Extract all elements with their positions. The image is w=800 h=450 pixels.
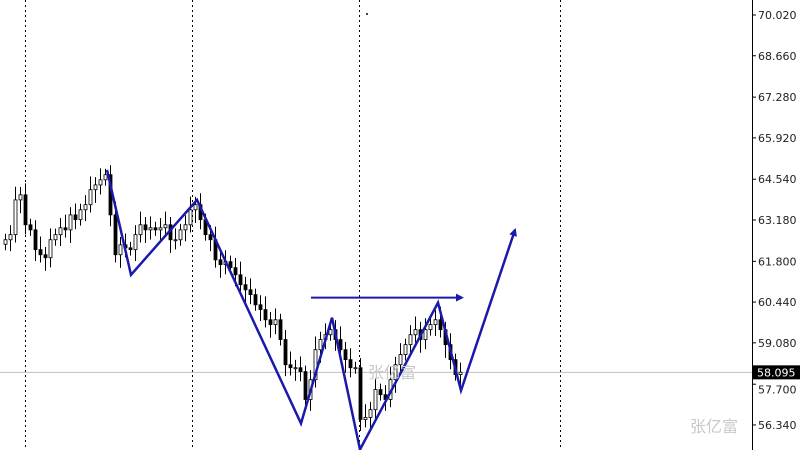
candle-bear bbox=[28, 224, 33, 231]
candle-bull bbox=[148, 227, 153, 231]
candle-bull bbox=[368, 409, 373, 418]
tiny-dot bbox=[366, 13, 368, 15]
candle-bull bbox=[118, 244, 123, 256]
candle-bull bbox=[293, 367, 298, 370]
candle-bull bbox=[158, 227, 163, 231]
candle-bull bbox=[53, 234, 58, 241]
candle-bull bbox=[458, 371, 463, 376]
candle-bull bbox=[188, 209, 193, 226]
watermark-center: 张亿富 bbox=[368, 363, 416, 382]
candle-bull bbox=[93, 184, 98, 191]
grid-lines bbox=[25, 0, 561, 450]
candle-bear bbox=[253, 294, 258, 306]
candle-bear bbox=[298, 367, 303, 373]
candle-bull bbox=[173, 239, 178, 242]
candle-bear bbox=[73, 214, 78, 221]
candle-bull bbox=[98, 179, 103, 186]
candle-bear bbox=[33, 229, 38, 251]
annotations bbox=[105, 169, 517, 450]
candle-bull bbox=[393, 364, 398, 381]
candle-bull bbox=[13, 199, 18, 236]
candle-bull bbox=[58, 227, 63, 236]
candle-bear bbox=[38, 249, 43, 256]
candle-bear bbox=[243, 284, 248, 291]
zigzag-line bbox=[105, 169, 517, 450]
candle-bull bbox=[363, 417, 368, 420]
candle-bear bbox=[278, 319, 283, 340]
candle-bull bbox=[353, 367, 358, 370]
candle-bear bbox=[258, 304, 263, 310]
candle-bull bbox=[183, 224, 188, 231]
candle-bull bbox=[423, 329, 428, 340]
candle-bear bbox=[283, 339, 288, 366]
tick-label: 56.340 bbox=[758, 419, 797, 432]
candle-bull bbox=[273, 319, 278, 325]
candle-bull bbox=[133, 234, 138, 251]
candle-bear bbox=[113, 214, 118, 256]
candle-bear bbox=[23, 194, 28, 226]
candle-bull bbox=[138, 224, 143, 236]
candle-bull bbox=[428, 324, 433, 331]
candle-bear bbox=[228, 261, 233, 269]
candle-bull bbox=[88, 189, 93, 206]
candle-bull bbox=[103, 174, 108, 181]
candle-bear bbox=[218, 259, 223, 266]
candle-bull bbox=[433, 319, 438, 325]
candle-bear bbox=[143, 224, 148, 231]
candle-bear bbox=[438, 319, 443, 331]
tick-label: 59.080 bbox=[758, 337, 797, 350]
tick-label: 70.020 bbox=[758, 9, 797, 22]
candle-bear bbox=[233, 267, 238, 276]
candle-bear bbox=[263, 309, 268, 321]
tick-label: 67.280 bbox=[758, 91, 797, 104]
candle-bull bbox=[398, 354, 403, 366]
candle-bull bbox=[193, 204, 198, 211]
tick-label: 64.540 bbox=[758, 173, 797, 186]
tick-label: 57.700 bbox=[758, 383, 797, 396]
candle-bear bbox=[348, 359, 353, 369]
candle-bear bbox=[358, 367, 363, 420]
candle-bear bbox=[343, 349, 348, 361]
candle-bear bbox=[43, 254, 48, 259]
candle-bull bbox=[8, 234, 13, 241]
candle-bull bbox=[48, 239, 53, 259]
tick-label: 61.800 bbox=[758, 255, 797, 268]
candle-bear bbox=[268, 319, 273, 325]
candle-bull bbox=[78, 209, 83, 221]
candle-bull bbox=[68, 214, 73, 231]
candle-bull bbox=[413, 329, 418, 336]
candle-bull bbox=[163, 224, 168, 229]
candle-bear bbox=[238, 274, 243, 286]
tick-label: 68.660 bbox=[758, 50, 797, 63]
tick-label: 60.440 bbox=[758, 296, 797, 309]
candle-bear bbox=[63, 227, 68, 231]
current-price-label: 58.095 bbox=[757, 366, 796, 379]
candle-bear bbox=[128, 247, 133, 251]
watermark-corner: 张亿富 bbox=[690, 417, 738, 436]
candle-bear bbox=[153, 227, 158, 231]
candle-bull bbox=[18, 194, 23, 201]
candle-bear bbox=[248, 289, 253, 295]
candle-bear bbox=[288, 364, 293, 369]
tick-label: 63.180 bbox=[758, 214, 797, 227]
candle-bear bbox=[378, 389, 383, 396]
candle-bear bbox=[208, 234, 213, 241]
candle-bull bbox=[83, 204, 88, 211]
candle-bull bbox=[318, 339, 323, 351]
candle-bull bbox=[178, 229, 183, 241]
candle-bull bbox=[3, 239, 8, 245]
candle-bull bbox=[408, 334, 413, 346]
current-price-box bbox=[753, 365, 800, 380]
tick-label: 65.920 bbox=[758, 132, 797, 145]
candle-bull bbox=[373, 389, 378, 411]
candle-bull bbox=[403, 344, 408, 355]
candle-bear bbox=[303, 371, 308, 400]
price-axis: 70.020 68.660 67.280 65.920 64.540 63.180 61.8… bbox=[752, 9, 800, 432]
